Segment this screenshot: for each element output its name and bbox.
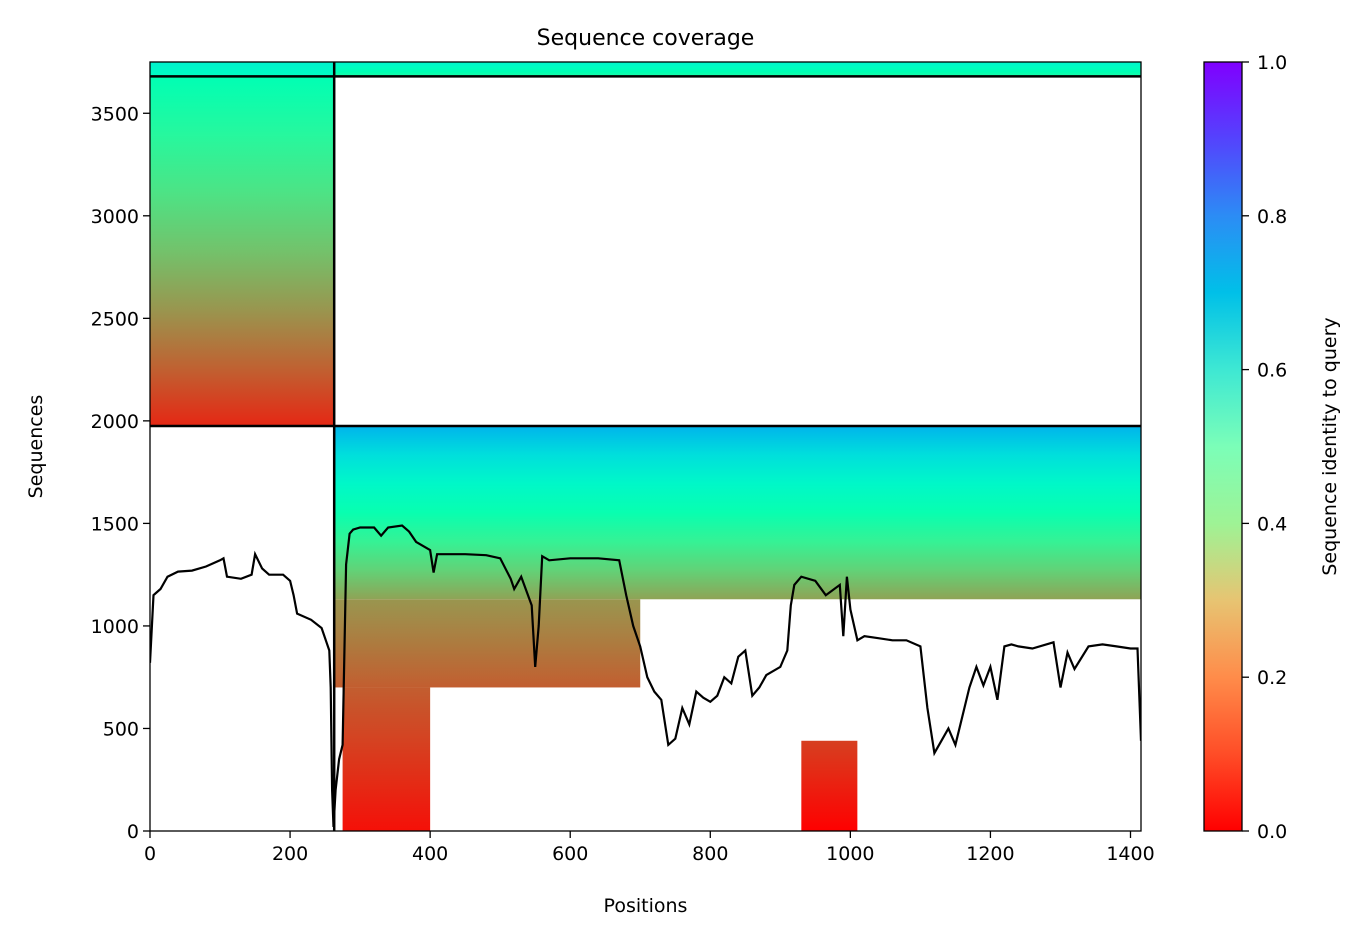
chain-dividers	[150, 62, 1141, 831]
colorbar-tick-label: 0.6	[1257, 360, 1287, 382]
x-tick-label: 0	[144, 843, 156, 865]
chart-title: Sequence coverage	[537, 26, 755, 51]
colorbar-tick-label: 0.8	[1257, 206, 1287, 228]
coverage-block-chain-2-msa-upper	[334, 425, 1141, 600]
x-axis-ticks: 0 200 400 600 800 1000 1200 1400	[144, 831, 1155, 865]
colorbar-tick-label: 0.2	[1257, 667, 1287, 689]
coverage-block-chain-1-pair	[150, 62, 335, 77]
x-tick-label: 400	[412, 843, 448, 865]
y-axis-ticks: 0 500 1000 1500 2000 2500 3000 3500	[91, 103, 150, 843]
colorbar-tick-label: 0.0	[1257, 821, 1287, 843]
plot-frame	[149, 61, 1142, 832]
y-tick-label: 3500	[91, 103, 139, 125]
y-tick-label: 1000	[91, 616, 139, 638]
x-tick-label: 200	[272, 843, 308, 865]
colorbar-label: Sequence identity to query	[1319, 317, 1341, 575]
x-tick-label: 1400	[1106, 843, 1154, 865]
x-tick-label: 800	[692, 843, 728, 865]
colorbar	[1203, 61, 1243, 832]
coverage-heatmap	[150, 62, 1141, 831]
y-tick-label: 2500	[91, 308, 139, 330]
colorbar-tick-label: 0.4	[1257, 513, 1287, 535]
coverage-block-chain-2-pair	[334, 62, 1141, 77]
y-tick-label: 1500	[91, 513, 139, 535]
x-tick-label: 1200	[966, 843, 1014, 865]
y-tick-label: 500	[103, 718, 139, 740]
x-axis-label: Positions	[604, 895, 688, 917]
y-axis-label: Sequences	[25, 395, 47, 499]
coverage-block-chain-2-msa-lower	[334, 599, 641, 688]
coverage-line	[150, 524, 1141, 827]
coverage-block-chain-2-msa-island	[801, 740, 858, 831]
colorbar-tick-label: 1.0	[1257, 52, 1287, 74]
x-tick-label: 1000	[826, 843, 874, 865]
y-tick-label: 0	[127, 821, 139, 843]
y-tick-label: 2000	[91, 411, 139, 433]
coverage-block-chain-1-msa	[150, 76, 335, 426]
colorbar-ticks: 0.0 0.2 0.4 0.6 0.8 1.0	[1242, 52, 1287, 843]
coverage-block-chain-2-msa-tail	[342, 687, 431, 831]
x-tick-label: 600	[552, 843, 588, 865]
y-tick-label: 3000	[91, 206, 139, 228]
